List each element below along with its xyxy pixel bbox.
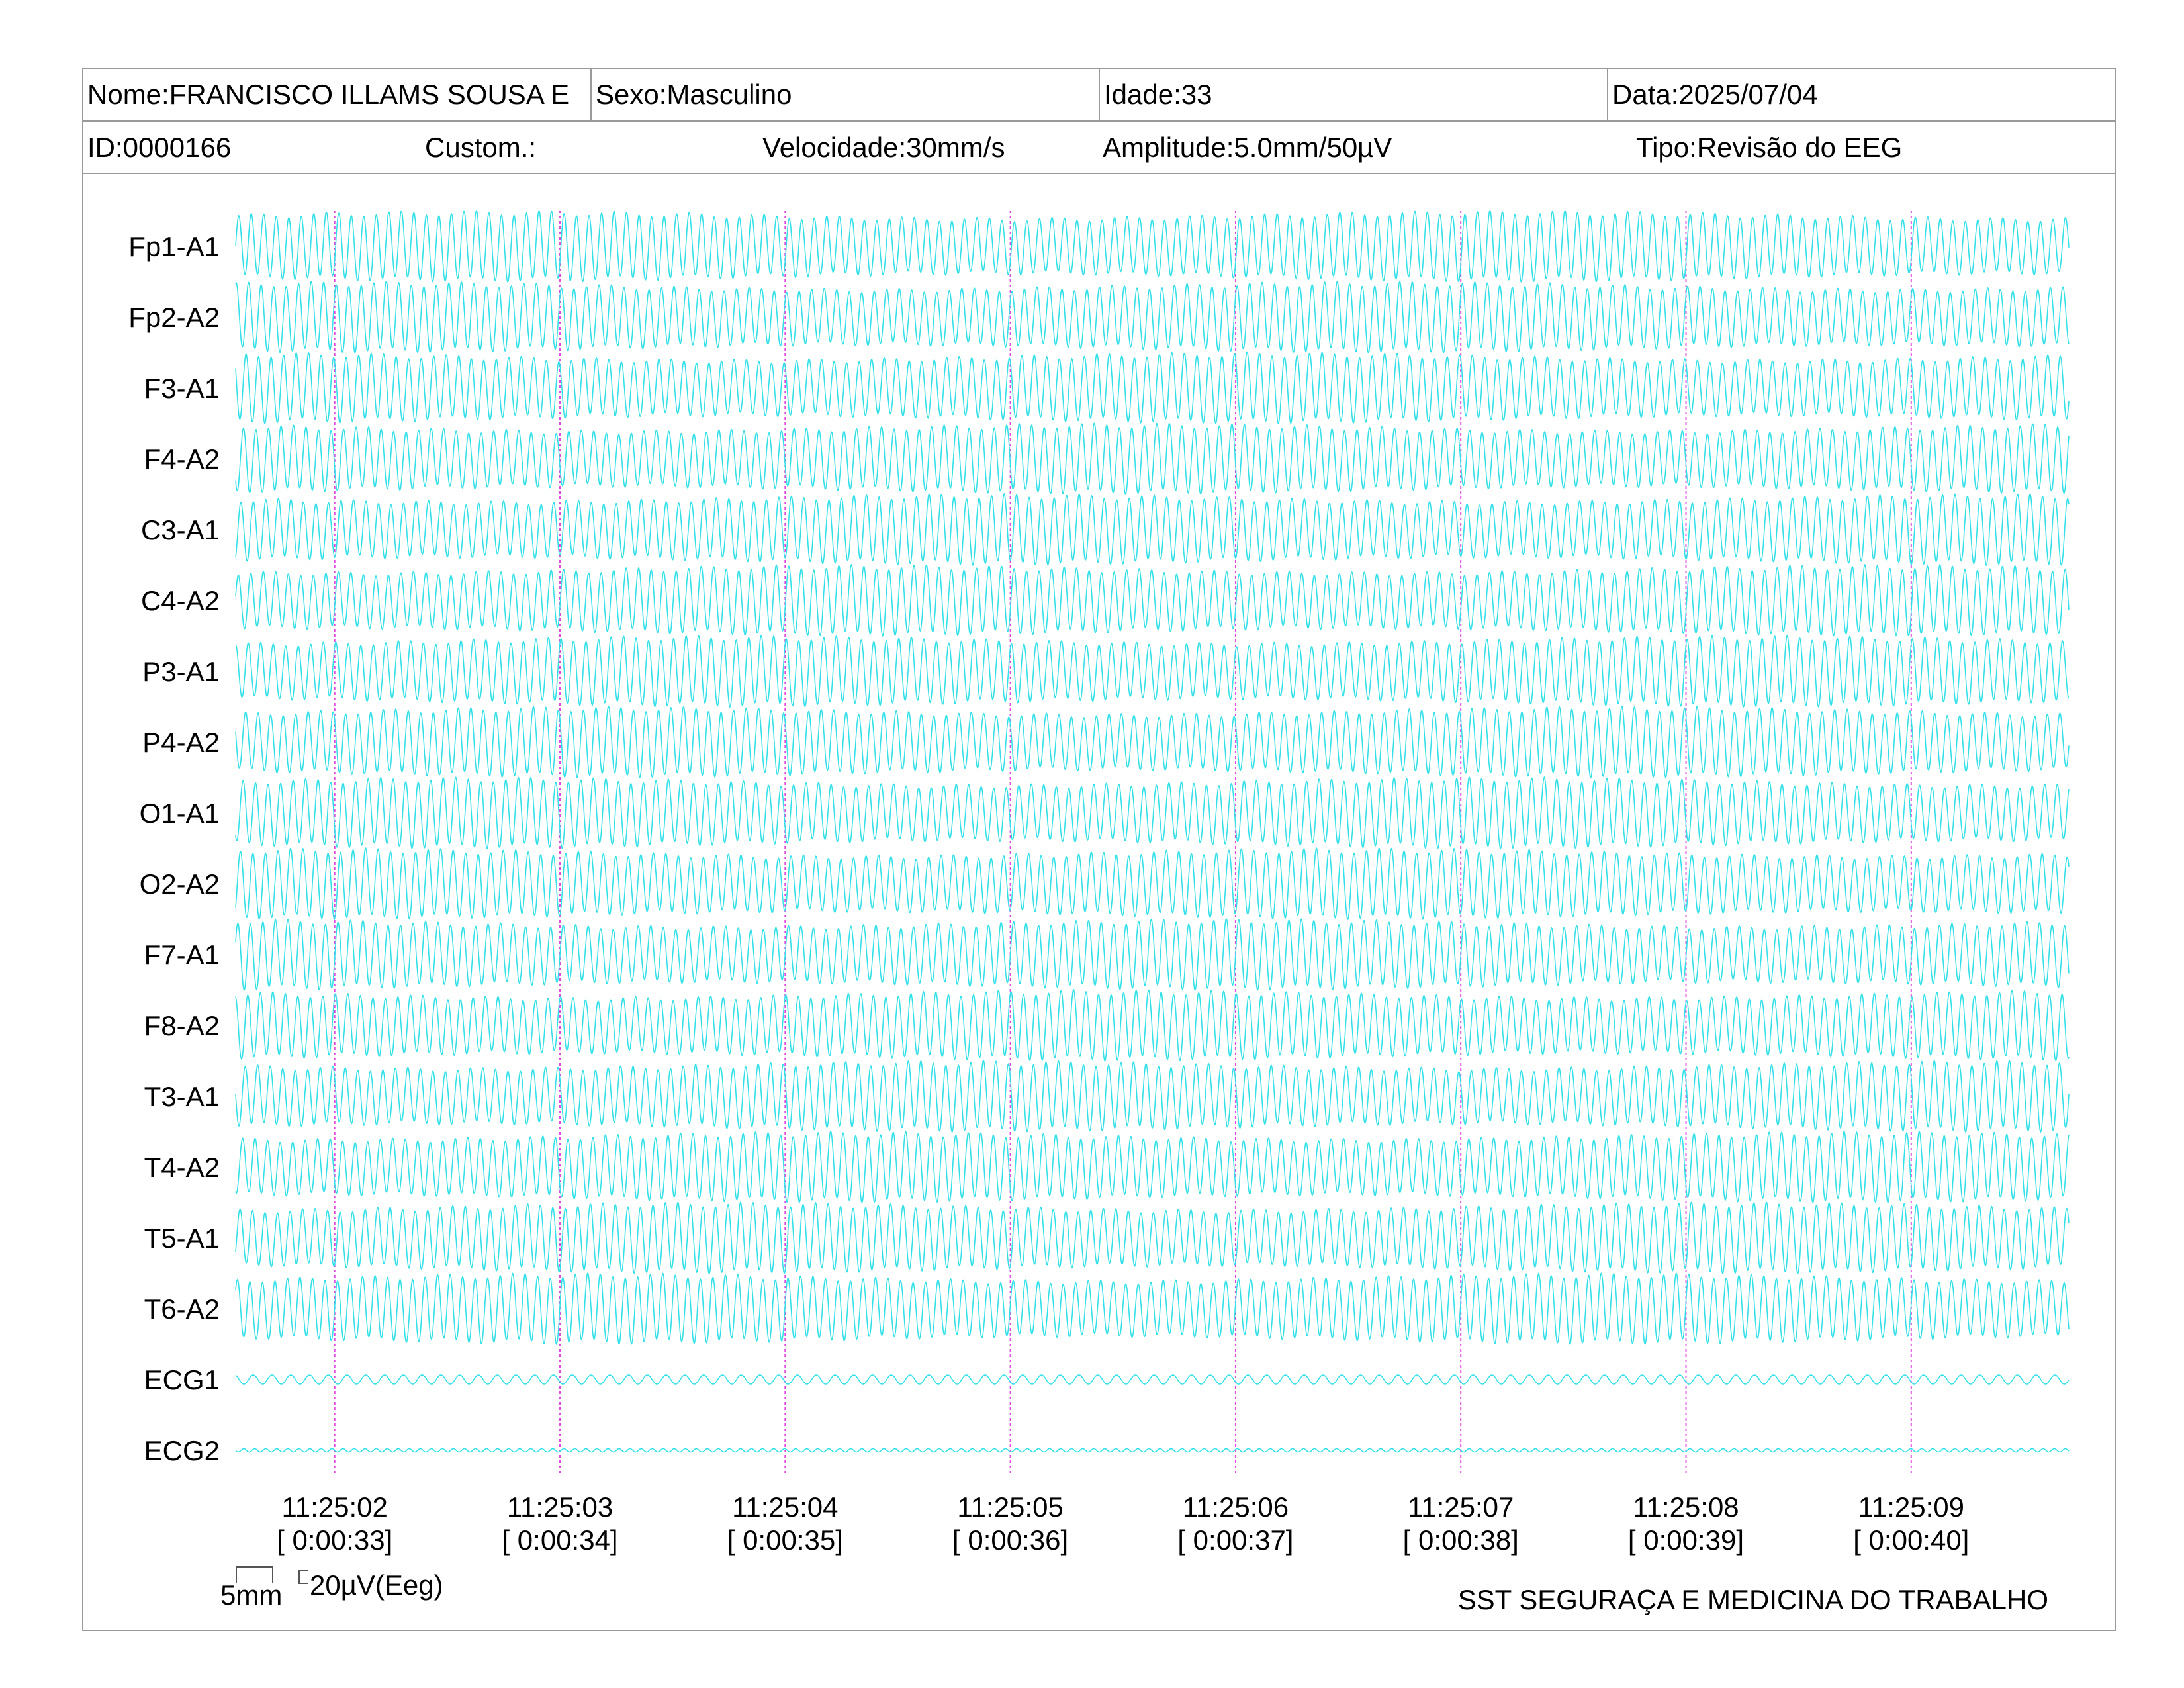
patient-age: Idade:33 xyxy=(1099,69,1607,120)
time-tick-clock: 11:25:05 xyxy=(957,1491,1063,1523)
exam-date: Data:2025/07/04 xyxy=(1607,69,2115,120)
time-tick-elapsed: [ 0:00:33] xyxy=(277,1524,392,1556)
trace-ecg2 xyxy=(235,1448,2070,1453)
time-tick-clock: 11:25:06 xyxy=(1183,1491,1289,1523)
time-tick-labels: 11:25:02[ 0:00:33] 11:25:03[ 0:00:34] 11:2… xyxy=(277,1491,1969,1556)
channel-label: F7-A1 xyxy=(144,939,220,970)
time-tick-elapsed: [ 0:00:35] xyxy=(727,1524,843,1556)
channel-label: P4-A2 xyxy=(142,727,220,758)
header-row-patient: Nome:FRANCISCO ILLAMS SOUSA E Sexo:Mascu… xyxy=(83,69,2115,122)
trace-o1-a1 xyxy=(235,776,2070,850)
channel-label: O1-A1 xyxy=(140,798,220,829)
channel-label: T4-A2 xyxy=(144,1152,220,1183)
time-tick-clock: 11:25:04 xyxy=(732,1491,838,1523)
custom-field: Custom.: xyxy=(425,132,537,163)
trace-ecg1 xyxy=(235,1374,2070,1385)
time-tick-elapsed: [ 0:00:38] xyxy=(1403,1524,1519,1556)
exam-id: ID:0000166 xyxy=(87,132,232,163)
footer-company: SST SEGURAÇA E MEDICINA DO TRABALHO xyxy=(1458,1584,2048,1615)
channel-label: F8-A2 xyxy=(144,1010,220,1041)
scale-bar-time-icon xyxy=(236,1566,273,1583)
channel-label: F4-A2 xyxy=(144,444,220,475)
trace-p4-a2 xyxy=(235,705,2070,778)
trace-o2-a2 xyxy=(235,847,2070,921)
recording-amplitude: Amplitude:5.0mm/50µV xyxy=(1103,132,1392,163)
trace-t4-a2 xyxy=(235,1130,2070,1203)
channel-label: F3-A1 xyxy=(144,373,220,404)
channel-label: T6-A2 xyxy=(144,1293,220,1325)
trace-t6-a2 xyxy=(235,1272,2070,1346)
time-tick-clock: 11:25:09 xyxy=(1858,1491,1964,1523)
trace-f4-a2 xyxy=(235,422,2070,495)
channel-label: C3-A1 xyxy=(141,514,220,545)
channel-label: Fp2-A2 xyxy=(128,302,220,333)
channel-label: C4-A2 xyxy=(141,585,220,616)
recording-speed: Velocidade:30mm/s xyxy=(762,132,1005,163)
trace-f7-a1 xyxy=(235,917,2070,992)
channel-label: P3-A1 xyxy=(142,656,220,687)
scale-bar-amplitude-icon xyxy=(298,1570,308,1584)
time-tick-clock: 11:25:02 xyxy=(282,1491,388,1523)
time-tick-clock: 11:25:08 xyxy=(1633,1491,1739,1523)
report-frame: Nome:FRANCISCO ILLAMS SOUSA E Sexo:Mascu… xyxy=(82,68,2116,1631)
eeg-traces xyxy=(235,209,2070,1453)
time-markers xyxy=(334,211,1912,1473)
trace-f3-a1 xyxy=(235,351,2070,425)
channel-labels: Fp1-A1 Fp2-A2 F3-A1 F4-A2 C3-A1 C4-A2 P3-A1 P4-… xyxy=(128,231,220,1466)
trace-fp1-a1 xyxy=(235,209,2070,283)
patient-sex: Sexo:Masculino xyxy=(590,69,1099,120)
time-tick-clock: 11:25:07 xyxy=(1408,1491,1514,1523)
time-tick-elapsed: [ 0:00:36] xyxy=(952,1524,1068,1556)
channel-label: T3-A1 xyxy=(144,1081,220,1112)
trace-p3-a1 xyxy=(235,634,2070,708)
channel-label: Fp1-A1 xyxy=(128,231,220,262)
review-type: Tipo:Revisão do EEG xyxy=(1636,132,1903,163)
scale-amplitude-label: 20µV(Eeg) xyxy=(310,1570,443,1601)
channel-label: T5-A1 xyxy=(144,1223,220,1254)
patient-name: Nome:FRANCISCO ILLAMS SOUSA E xyxy=(87,79,570,110)
time-tick-elapsed: [ 0:00:37] xyxy=(1177,1524,1293,1556)
trace-t5-a1 xyxy=(235,1201,2070,1275)
trace-f8-a2 xyxy=(235,988,2070,1062)
trace-c4-a2 xyxy=(235,563,2070,637)
time-tick-clock: 11:25:03 xyxy=(507,1491,613,1523)
time-tick-elapsed: [ 0:00:39] xyxy=(1628,1524,1744,1556)
scale-time-label: 5mm xyxy=(220,1579,282,1611)
channel-label: O2-A2 xyxy=(140,868,220,900)
time-tick-elapsed: [ 0:00:40] xyxy=(1853,1524,1969,1556)
trace-t3-a1 xyxy=(235,1059,2070,1133)
channel-label: ECG1 xyxy=(144,1364,220,1395)
header-row-exam: ID:0000166 Custom.: Velocidade:30mm/s Am… xyxy=(83,122,2115,174)
trace-fp2-a2 xyxy=(235,281,2070,353)
time-tick-elapsed: [ 0:00:34] xyxy=(502,1524,617,1556)
trace-c3-a1 xyxy=(235,492,2070,567)
channel-label: ECG2 xyxy=(144,1435,220,1466)
scale-bar: 5mm 20µV(Eeg) xyxy=(220,1566,443,1611)
